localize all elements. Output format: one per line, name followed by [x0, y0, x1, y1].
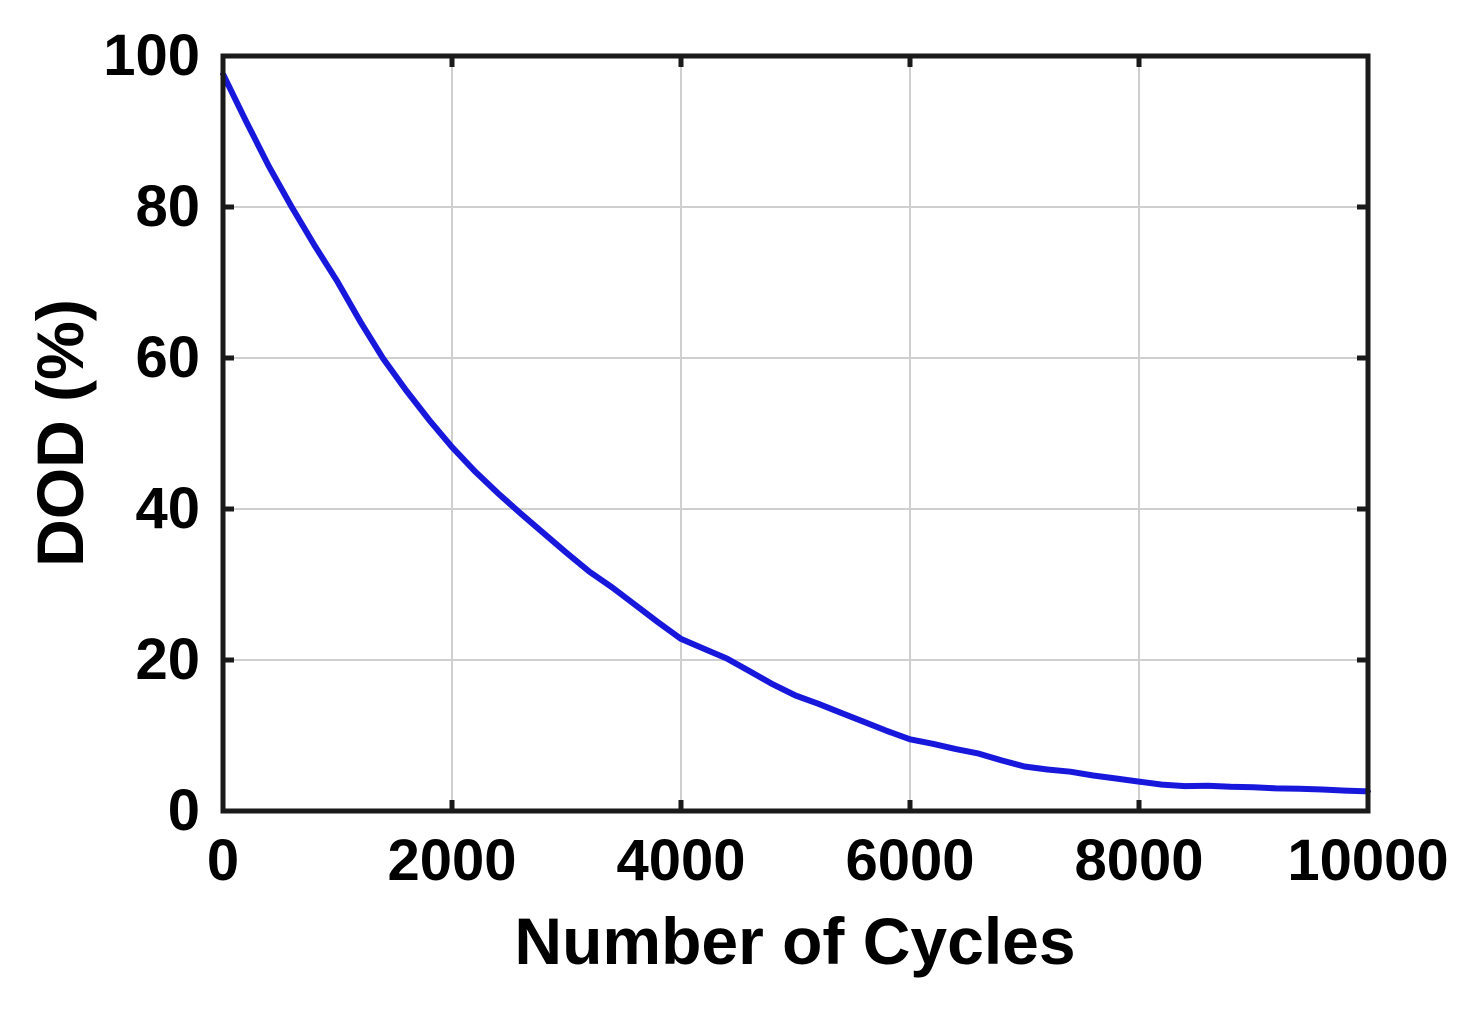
y-axis-label: DOD (%): [23, 299, 97, 567]
x-tick-label: 6000: [845, 828, 975, 893]
x-axis-label: Number of Cycles: [514, 904, 1076, 978]
y-tick-label: 100: [103, 23, 200, 88]
y-tick-label: 40: [135, 476, 200, 541]
dod-curve: [220, 71, 1371, 795]
y-tick-label: 20: [135, 627, 200, 692]
y-tick-label: 80: [135, 174, 200, 239]
x-tick-label: 2000: [387, 828, 517, 893]
x-tick-label: 0: [206, 828, 240, 893]
x-tick-label: 4000: [616, 828, 746, 893]
gridlines: [223, 56, 1368, 811]
y-tick-label: 0: [167, 778, 200, 843]
y-tick-label: 60: [135, 325, 200, 390]
x-tick-label: 8000: [1074, 828, 1204, 893]
x-tick-label: 10000: [1287, 828, 1449, 893]
axis-frame: [220, 53, 1371, 814]
